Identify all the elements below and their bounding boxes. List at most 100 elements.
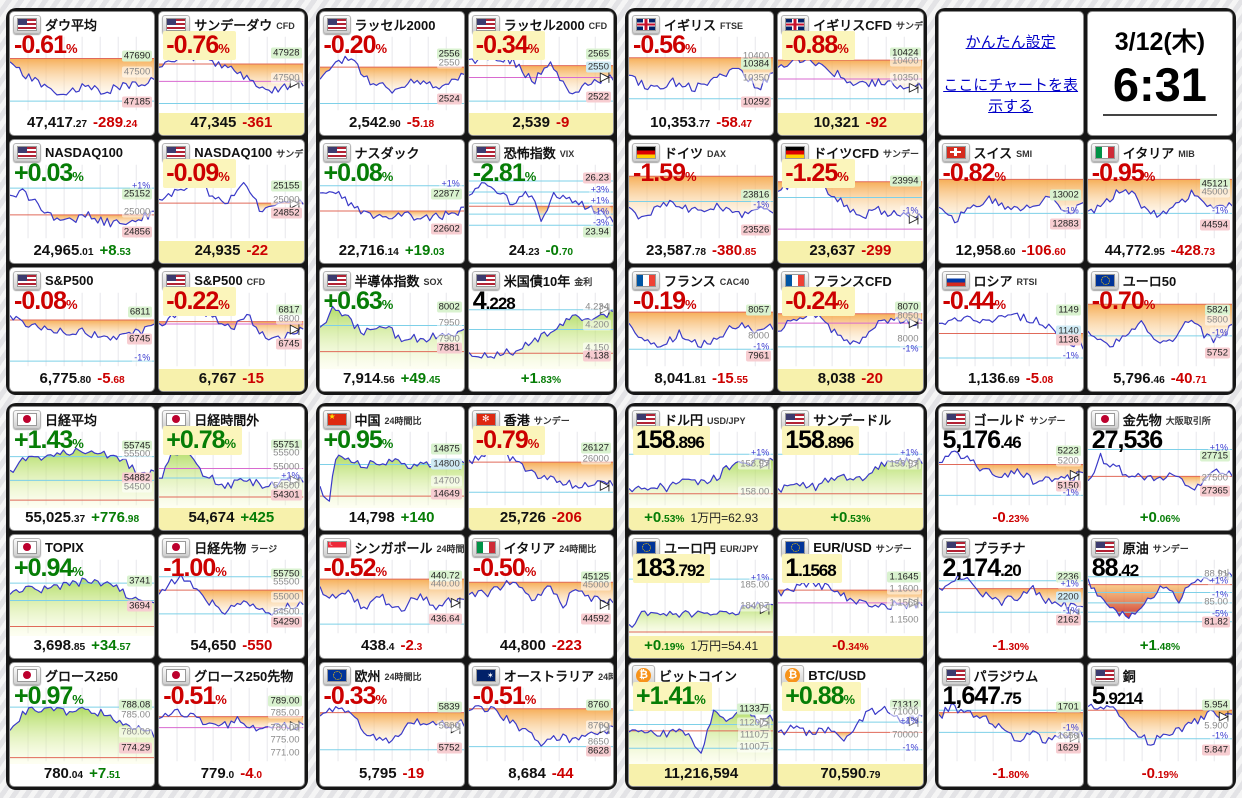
market-tile[interactable]: ロシア RTSI -0.44% 1149 1140 1136 -1% 1,136.69 -5.0… <box>937 267 1084 392</box>
flag-tab <box>162 665 191 685</box>
market-tile[interactable]: 欧州 24時間比 -0.33% 5839 5800 5752 5,795 -19 <box>318 662 465 787</box>
market-tile[interactable]: フランス CAC40 -0.19% 8057 8000 -1% 7961 8,041.81 -1… <box>628 267 775 392</box>
tile-suffix: EUR/JPY <box>720 543 759 554</box>
tile-main: 158.896 +1% 158.97 <box>778 426 923 508</box>
market-tile[interactable]: シンガポール24時間比-0.52%440.72440.00436.64438.4… <box>318 534 465 659</box>
market-tile[interactable]: ₿ ビットコイン +1.41% 1133万 1120万 1110万 1100万 11,216,… <box>628 662 775 787</box>
us-flag-icon <box>945 540 966 554</box>
group-us-indices-1: ダウ平均 -0.61% 47690 47500 47185 47,417.27 -289.2… <box>6 8 308 395</box>
market-tile[interactable]: サンデーダウ CFD -0.76% 47928 47500 47,345 -361 <box>158 11 305 136</box>
tile-bottom: 23,637 -299 <box>778 241 923 263</box>
flag-tab <box>13 537 41 557</box>
tile-bottom: 25,726 -206 <box>468 508 613 530</box>
market-tile[interactable]: サンデードル 158.896 +1% 158.97 +0.53% <box>777 406 924 531</box>
cursor-marker <box>1219 712 1228 721</box>
market-tile[interactable]: EUR/USD サンデー 1.1568 1.1645 1.1600 1.1560 1.150… <box>777 534 924 659</box>
market-tile[interactable]: 日経先物 ラージ -1.00% 55750 55500 55000 54500 54290 54… <box>158 534 305 659</box>
easy-settings-link[interactable]: かんたん設定 <box>965 34 1056 51</box>
tile-name: TOPIX <box>45 539 84 555</box>
market-tile[interactable]: ナスダック +0.08% +1% 22877 22602 22,716.14 +19.03 <box>318 139 465 264</box>
market-tile[interactable]: ₿ BTC/USD +0.88% 71312 71000 +1% 70000 -1% 70,59… <box>777 662 924 787</box>
tile-change: +0.19% <box>644 637 685 654</box>
tile-name: ラッセル2000 <box>354 17 436 33</box>
market-tile[interactable]: オーストラリア24時間比-0.51%87608700865086288,684-… <box>467 662 614 787</box>
market-tile[interactable]: TOPIX +0.94% 3741 3694 3,698.85 +34.57 <box>9 534 156 659</box>
tile-header: シンガポール24時間比 <box>320 535 464 557</box>
market-tile[interactable]: イギリスCFDサンデー-0.88%10424104001035010,321-9… <box>777 11 924 136</box>
market-tile[interactable]: NASDAQ100サンデー-0.09%25155250002485224,935… <box>158 139 305 264</box>
market-tile[interactable]: S&P500 CFD -0.22% 6817 6800 6745 6,767 -15 <box>158 267 305 392</box>
market-tile[interactable]: 中国24時間比+0.95%1487514800147001464914,798+… <box>318 406 465 531</box>
market-tile[interactable]: グロース250 +0.97% 788.08 785.00 780.00 774.29 780… <box>9 662 156 787</box>
flag-tab <box>781 142 810 162</box>
tile-name: スイス <box>973 145 1013 161</box>
tile-bottom: 6,775.80 -5.68 <box>10 369 154 391</box>
change-percent: -0.51% <box>472 682 537 710</box>
tile-value: 12,958.60 <box>955 242 1016 259</box>
axis-label: 26127 <box>580 442 611 454</box>
cursor-marker <box>600 600 609 609</box>
market-tile[interactable]: イギリス FTSE -0.56% 10400 10384 10350 10292 10,353… <box>628 11 775 136</box>
tile-suffix: 24時間比 <box>384 672 422 682</box>
tile-bottom: -0.23% <box>939 508 1083 530</box>
market-tile[interactable]: グロース250先物 -0.51% 789.00 785.00 780.00 775.00 7… <box>158 662 305 787</box>
market-tile[interactable]: ラッセル2000 -0.20% 2556 2550 2524 2,542.90 -5.18 <box>318 11 465 136</box>
market-tile[interactable]: ドイツ DAX -1.59% 23816 -1% 23526 23,587.78 -380.8… <box>628 139 775 264</box>
current-price: 5,176.46 <box>942 426 1022 454</box>
market-tile[interactable]: プラチナ 2,174.20 2236 +1% 2200 -1% 2162 -1.30% <box>937 534 1084 659</box>
tile-value: 8,041.81 <box>654 370 707 387</box>
market-tile[interactable]: イタリア MIB -0.95% 45121 45000 -1% 44594 44,772.95… <box>1086 139 1233 264</box>
tile-main: -0.34% 2565 2550 2522 <box>468 31 613 113</box>
tile-value: 44,800 <box>499 637 546 654</box>
change-percent: -0.52% <box>323 554 388 582</box>
tile-bottom: 10,353.77 -58.47 <box>629 113 773 135</box>
market-tile[interactable]: 日経平均 +1.43% 55745 55500 54882 54500 55,025.37 +… <box>9 406 156 531</box>
market-tile[interactable]: パラジウム 1,647.75 1701 -1% 1650 1629 -1.80% <box>937 662 1084 787</box>
axis-label: 6745 <box>276 338 302 350</box>
market-tile[interactable]: ドル円 USD/JPY 158.896 +1% 158.97 158.00 +0.53% 1万… <box>628 406 775 531</box>
market-tile[interactable]: ユーロ円 EUR/JPY 183.792 +1% 185.00 184.07 +0.19% 1… <box>628 534 775 659</box>
us-flag-icon <box>475 273 496 287</box>
axis-label: 25000 <box>121 206 153 218</box>
market-tile[interactable]: ラッセル2000 CFD -0.34% 2565 2550 2522 2,539 -9 <box>467 11 614 136</box>
axis-label: 13002 <box>1050 189 1081 201</box>
market-tile[interactable]: ユーロ50 -0.70% 5824 5800 -1% 5752 5,796.46 -40.71 <box>1086 267 1233 392</box>
tile-name: ドイツ <box>664 145 704 161</box>
tile-bottom: +1.48% <box>1088 636 1232 658</box>
market-tile[interactable]: 恐怖指数 VIX -2.81% 26.23 +3% +1% -1% -3% 23.94 24.23… <box>467 139 614 264</box>
market-tile[interactable]: 日経時間外 +0.78% 55751 55500 55000 +1% 54500 54301 5… <box>158 406 305 531</box>
tile-name: ビットコイン <box>659 668 738 684</box>
market-tile[interactable]: 米国債10年 金利 4.228 4.234 4.200 4.150 4.138 +1.83% <box>467 267 614 392</box>
de-flag-icon <box>636 145 656 159</box>
market-tile[interactable]: 原油 サンデー 88.42 88.91 +1% -1% 85.00 -5% 81.82 +1.48… <box>1086 534 1233 659</box>
show-chart-here-link[interactable]: ここにチャートを表示する <box>943 77 1079 115</box>
market-tile[interactable]: イタリア 24時間比 -0.50% 45125 45000 44592 44,800 -223 <box>467 534 614 659</box>
tile-change: +1.83% <box>520 370 562 387</box>
market-tile[interactable]: NASDAQ100 +0.03% +1% 25152 25000 24856 24,965.… <box>9 139 156 264</box>
tile-change: -299 <box>861 242 892 259</box>
ch-flag-icon <box>945 145 966 159</box>
axis-label: +1% <box>748 447 772 459</box>
tile-change: -0.70 <box>545 242 574 259</box>
axis-label: 47690 <box>121 50 153 62</box>
market-tile[interactable]: スイス SMI -0.82% 13002 -1% 12883 12,958.60 -106.6… <box>937 139 1084 264</box>
axis-label: -1% <box>900 205 921 217</box>
sg-flag-icon <box>326 539 347 554</box>
tile-main: 158.896 +1% 158.97 158.00 <box>629 426 774 508</box>
tile-change: +0.53% <box>830 509 871 526</box>
market-tile[interactable]: ゴールド サンデー 5,176.46 5223 5200 5150 -1% -0.23% <box>937 406 1084 531</box>
market-tile[interactable]: ドイツCFD サンデー -1.25% 23994 -1% 23,637 -299 <box>777 139 924 264</box>
market-tile[interactable]: 金先物 大阪取引所 27,536 +1% 27715 27500 27365 +0.06% <box>1086 406 1233 531</box>
axis-label: 788.08 <box>119 699 153 711</box>
market-tile[interactable]: 半導体指数 SOX +0.63% 8002 7950 7900 7881 7,914.56 +4… <box>318 267 465 392</box>
tile-value: 5,796.46 <box>1113 370 1165 387</box>
market-tile[interactable]: ダウ平均 -0.61% 47690 47500 47185 47,417.27 -289.2… <box>9 11 156 136</box>
market-tile[interactable]: 銅 5.9214 5.954 5.900 -1% 5.847 -0.19% <box>1086 662 1233 787</box>
axis-label: 436.64 <box>428 613 462 625</box>
tile-suffix: サンデー <box>1029 416 1066 426</box>
tile-header: ナスダック <box>320 140 464 162</box>
market-tile[interactable]: フランスCFD -0.24% 8070 8050 8000 -1% 8,038 -20 <box>777 267 924 392</box>
market-tile[interactable]: S&P500 -0.08% 6811 6745 -1% 6,775.80 -5.68 <box>9 267 156 392</box>
